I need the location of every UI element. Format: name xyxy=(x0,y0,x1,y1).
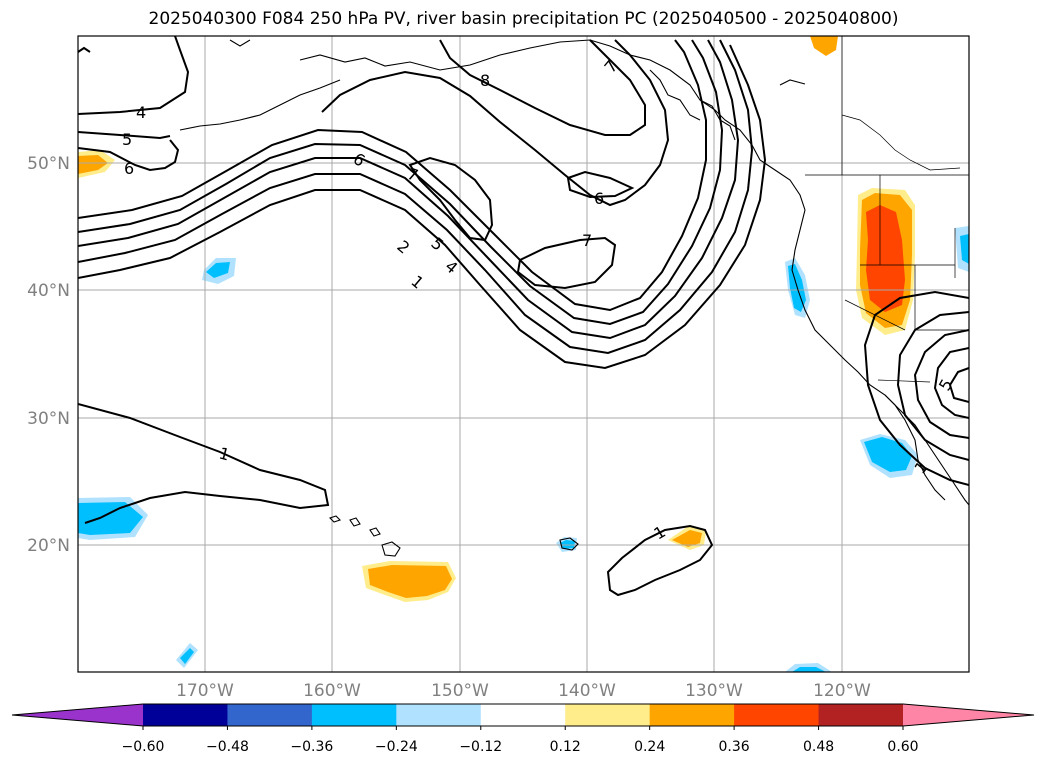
colorbar-segment xyxy=(311,704,397,726)
shade-positive xyxy=(866,205,905,312)
shade-positive xyxy=(672,530,702,547)
map-background xyxy=(78,36,969,672)
lon-label: 120°W xyxy=(813,681,871,701)
lon-label: 170°W xyxy=(176,681,234,701)
colorbar-tick-label: 0.12 xyxy=(550,739,581,755)
colorbar-tick-label: −0.12 xyxy=(459,739,502,755)
colorbar-tick-label: −0.36 xyxy=(290,739,333,755)
lon-label: 150°W xyxy=(431,681,489,701)
colorbar-segment xyxy=(396,704,482,726)
colorbar-segment xyxy=(818,704,904,726)
shade-negative xyxy=(960,234,969,264)
contour-label: 7 xyxy=(582,231,592,250)
colorbar-outline xyxy=(11,703,1035,727)
shade-negative xyxy=(206,262,230,278)
shade-negative xyxy=(180,648,194,664)
map-frame xyxy=(77,35,970,673)
shade-positive xyxy=(78,155,108,174)
colorbar-segment xyxy=(734,704,820,726)
lon-label: 130°W xyxy=(685,681,743,701)
colorbar-segment xyxy=(143,704,228,726)
lon-label: 140°W xyxy=(558,681,616,701)
contour-label: 1 xyxy=(217,444,232,465)
colorbar-tick-label: 0.60 xyxy=(887,739,918,755)
colorbar-tick-label: 0.36 xyxy=(719,739,750,755)
lat-label: 20°N xyxy=(27,536,70,556)
shade-negative xyxy=(78,502,143,535)
colorbar-tick-label: −0.60 xyxy=(122,739,165,755)
lat-label: 40°N xyxy=(27,281,70,301)
lon-label: 160°W xyxy=(303,681,361,701)
contour-label: 5 xyxy=(122,130,132,149)
colorbar-segment xyxy=(649,704,735,726)
borders xyxy=(805,36,969,383)
colorbar-segment xyxy=(480,704,566,726)
contour-label: 6 xyxy=(124,159,134,178)
colorbar-tick-label: −0.48 xyxy=(206,739,249,755)
colorbar-ticks: −0.60 −0.48 −0.36 −0.24 −0.12 0.12 0.24 0.36 0.4… xyxy=(122,726,919,755)
colorbar-tick-label: 0.24 xyxy=(634,739,665,755)
precip-shading xyxy=(78,36,969,672)
colorbar-extend-low xyxy=(12,704,143,726)
colorbar-segments xyxy=(12,704,1034,726)
contour-label: 4 xyxy=(136,103,146,122)
pv-contours xyxy=(78,36,969,597)
shade-negative xyxy=(792,667,826,672)
colorbar-segment xyxy=(565,704,651,726)
colorbar-tick-label: −0.24 xyxy=(375,739,418,755)
colorbar-tick-label: 0.48 xyxy=(803,739,834,755)
longitude-labels: 170°W 160°W 150°W 140°W 130°W 120°W xyxy=(176,681,871,701)
colorbar-extend-high xyxy=(903,704,1034,726)
map-title: 2025040300 F084 250 hPa PV, river basin … xyxy=(148,9,899,29)
colorbar: −0.60 −0.48 −0.36 −0.24 −0.12 0.12 0.24 0.36 0.4… xyxy=(11,703,1035,755)
contour-label: 8 xyxy=(480,71,490,90)
shade-positive xyxy=(368,565,452,598)
lat-label: 30°N xyxy=(27,409,70,429)
colorbar-segment xyxy=(227,704,313,726)
lat-label: 50°N xyxy=(27,154,70,174)
contour-label: 6 xyxy=(594,189,604,208)
latitude-labels: 50°N 40°N 30°N 20°N xyxy=(27,154,70,556)
shade-positive xyxy=(810,36,838,56)
